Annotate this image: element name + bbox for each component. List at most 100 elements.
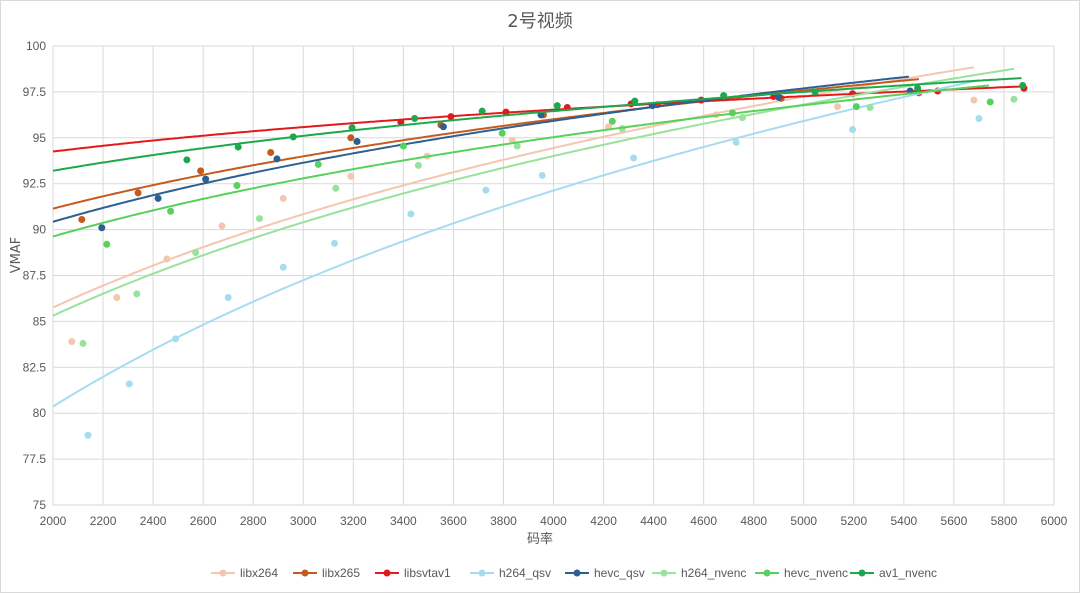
x-tick-label: 4800	[740, 514, 767, 528]
data-point-av1_nvenc	[720, 92, 728, 100]
data-point-h264_nvenc	[866, 104, 874, 112]
y-axis-title: VMAF	[9, 237, 24, 273]
data-point-libx265	[78, 216, 86, 224]
data-point-av1_nvenc	[183, 156, 191, 164]
series-h264_nvenc	[52, 67, 1018, 347]
data-point-hevc_nvenc	[852, 103, 860, 111]
data-point-libsvtav1	[447, 113, 455, 121]
trend-line-hevc_qsv	[52, 75, 910, 223]
data-point-av1_nvenc	[234, 143, 242, 151]
x-axis-title: 码率	[527, 531, 553, 547]
grid	[52, 45, 1055, 506]
data-point-av1_nvenc	[348, 124, 356, 132]
legend-marker	[858, 569, 866, 577]
legend-marker	[219, 569, 227, 577]
x-tick-label: 2200	[90, 514, 117, 528]
data-point-h264_nvenc	[79, 339, 87, 347]
x-tick-label: 4400	[640, 514, 667, 528]
data-point-h264_qsv	[849, 126, 857, 134]
legend-label: libx265	[322, 566, 360, 580]
x-tick-label: 5600	[941, 514, 968, 528]
y-tick-label: 80	[33, 406, 47, 420]
data-point-av1_nvenc	[631, 97, 639, 105]
y-tick-label: 75	[33, 498, 47, 512]
legend-label: hevc_nvenc	[784, 566, 848, 580]
data-point-av1_nvenc	[811, 88, 819, 96]
x-tick-label: 2000	[40, 514, 67, 528]
x-tick-label: 3600	[440, 514, 467, 528]
legend-item-h264_nvenc: h264_nvenc	[652, 566, 746, 580]
legend-item-av1_nvenc: av1_nvenc	[850, 566, 937, 580]
data-point-hevc_nvenc	[728, 109, 736, 117]
legend-label: libsvtav1	[404, 566, 451, 580]
data-point-h264_qsv	[224, 294, 232, 302]
data-point-h264_qsv	[84, 431, 92, 439]
legend-label: h264_nvenc	[681, 566, 746, 580]
legend-label: libx264	[240, 566, 278, 580]
data-point-libx265	[134, 189, 142, 197]
legend-marker	[660, 569, 668, 577]
data-point-hevc_nvenc	[233, 182, 241, 190]
y-tick-label: 87.5	[23, 269, 47, 283]
data-point-h264_nvenc	[255, 215, 263, 223]
data-point-av1_nvenc	[914, 84, 922, 92]
x-tick-label: 4600	[690, 514, 717, 528]
data-point-hevc_nvenc	[498, 129, 506, 137]
data-point-h264_nvenc	[738, 114, 746, 122]
data-point-libx264	[834, 103, 842, 111]
axes: 2000 2200 2400 2600 2800 3000 3200 3400 3600 3800…	[23, 39, 1068, 528]
data-point-libx264	[68, 338, 76, 346]
x-tick-label: 3200	[340, 514, 367, 528]
legend-item-libx265: libx265	[293, 566, 360, 580]
x-tick-label: 3400	[390, 514, 417, 528]
data-point-hevc_nvenc	[608, 117, 616, 125]
trend-line-h264_nvenc	[52, 67, 1015, 317]
legend-item-h264_qsv: h264_qsv	[470, 566, 551, 580]
data-point-h264_qsv	[732, 138, 740, 146]
x-tick-label: 2800	[240, 514, 267, 528]
legend-label: h264_qsv	[499, 566, 551, 580]
data-point-libx265	[267, 148, 275, 156]
data-point-libx264	[970, 96, 978, 104]
legend-marker	[478, 569, 486, 577]
data-point-libx264	[218, 222, 226, 230]
trend-line-h264_qsv	[52, 79, 980, 408]
data-point-h264_qsv	[407, 210, 415, 218]
x-tick-label: 5000	[790, 514, 817, 528]
legend-marker	[301, 569, 309, 577]
data-point-h264_nvenc	[192, 249, 200, 257]
series-libx264	[52, 66, 978, 346]
data-point-av1_nvenc	[553, 102, 561, 110]
data-point-av1_nvenc	[411, 115, 419, 123]
data-point-hevc_qsv	[154, 194, 162, 202]
legend-item-hevc_qsv: hevc_qsv	[565, 566, 645, 580]
data-point-h264_qsv	[331, 239, 339, 247]
data-point-h264_qsv	[975, 115, 983, 123]
y-tick-label: 85	[33, 314, 47, 328]
data-point-libx265	[347, 134, 355, 142]
x-tick-label: 2600	[190, 514, 217, 528]
data-point-h264_qsv	[482, 186, 490, 194]
y-tick-label: 97.5	[23, 85, 47, 99]
data-point-hevc_qsv	[353, 137, 361, 145]
y-tick-label: 82.5	[23, 360, 47, 374]
x-tick-label: 3000	[290, 514, 317, 528]
y-tick-label: 95	[33, 131, 47, 145]
data-point-libx265	[197, 167, 205, 175]
y-tick-label: 77.5	[23, 452, 47, 466]
data-point-hevc_nvenc	[399, 142, 407, 150]
data-point-hevc_qsv	[98, 224, 106, 232]
chart-title: 2号视频	[507, 11, 572, 32]
legend: libx264 libx265 libsvtav1 h264_qsv hevc_qsv h…	[211, 566, 937, 580]
trend-line-hevc_nvenc	[52, 84, 990, 238]
data-point-h264_nvenc	[414, 161, 422, 169]
x-tick-label: 3800	[490, 514, 517, 528]
data-point-libx264	[279, 194, 287, 202]
legend-marker	[573, 569, 581, 577]
data-point-libx264	[113, 294, 121, 302]
data-point-hevc_nvenc	[103, 240, 111, 248]
data-point-libx264	[163, 255, 171, 263]
x-tick-label: 4000	[540, 514, 567, 528]
